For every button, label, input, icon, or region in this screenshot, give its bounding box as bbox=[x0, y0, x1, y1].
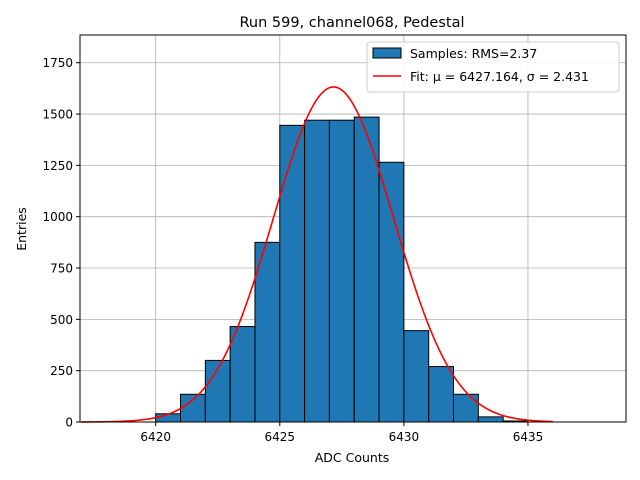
y-tick-label: 250 bbox=[50, 364, 73, 378]
y-tick-label: 1250 bbox=[42, 159, 73, 173]
histogram-bar bbox=[180, 393, 206, 423]
x-axis-label: ADC Counts bbox=[315, 450, 390, 465]
histogram-bar bbox=[353, 116, 380, 423]
plot-frame bbox=[79, 34, 627, 423]
histogram-bar bbox=[378, 161, 405, 423]
histogram-bar bbox=[477, 416, 504, 423]
chart-title: Run 599, channel068, Pedestal bbox=[239, 15, 464, 31]
y-tick-label: 1000 bbox=[42, 210, 73, 224]
histogram-bars bbox=[155, 116, 529, 423]
histogram-bar bbox=[229, 326, 256, 423]
y-tick-label: 750 bbox=[50, 262, 73, 276]
fit-curve bbox=[81, 86, 553, 423]
histogram-bar bbox=[328, 119, 355, 423]
histogram-bar bbox=[279, 124, 306, 423]
legend: Samples: RMS=2.37 Fit: μ = 6427.164, σ =… bbox=[366, 41, 620, 93]
y-tick-label: 500 bbox=[50, 313, 73, 327]
legend-fit-label: Fit: μ = 6427.164, σ = 2.431 bbox=[410, 69, 589, 84]
y-axis-label: Entries bbox=[14, 207, 29, 251]
y-axis-ticks: 0 250 500 750 1000 1250 1500 1750 bbox=[42, 56, 80, 430]
x-tick-label: 6435 bbox=[513, 430, 544, 444]
y-tick-label: 1500 bbox=[42, 108, 73, 122]
histogram-bar bbox=[304, 119, 330, 423]
histogram-bar bbox=[403, 330, 430, 423]
legend-box bbox=[366, 41, 620, 93]
x-tick-label: 6430 bbox=[389, 430, 420, 444]
legend-histogram-label: Samples: RMS=2.37 bbox=[410, 46, 537, 61]
x-axis-ticks: 6420 6425 6430 6435 bbox=[140, 422, 543, 444]
y-tick-label: 0 bbox=[65, 416, 73, 430]
legend-histogram-swatch bbox=[372, 47, 402, 59]
histogram-bar bbox=[453, 393, 479, 423]
x-tick-label: 6425 bbox=[265, 430, 296, 444]
x-tick-label: 6420 bbox=[140, 430, 171, 444]
histogram-bar bbox=[254, 241, 281, 423]
y-tick-label: 1750 bbox=[42, 56, 73, 70]
histogram-bar bbox=[428, 366, 455, 423]
